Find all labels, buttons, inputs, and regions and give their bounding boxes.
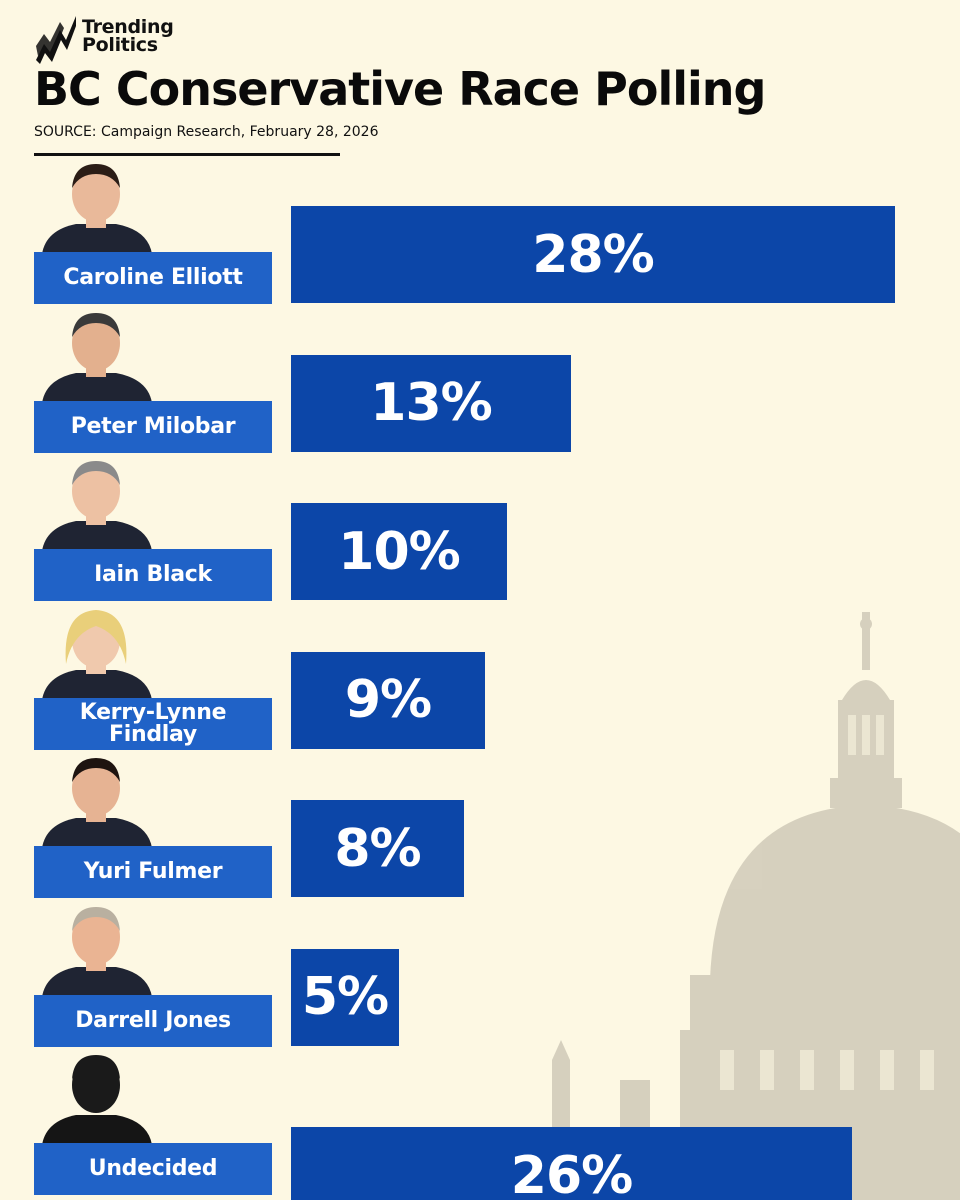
candidate-name-label: Peter Milobar	[34, 400, 272, 453]
bar-value-label: 5%	[301, 967, 389, 1027]
candidate-avatar	[42, 906, 152, 997]
candidate-name-label: Kerry-Lynne Findlay	[34, 697, 272, 750]
trending-chart-icon	[36, 16, 76, 64]
bar: 10%	[291, 503, 507, 600]
chart-row: Darrell Jones 5%	[0, 901, 960, 1051]
bar-value-label: 10%	[338, 521, 460, 582]
chart-row: Kerry-Lynne Findlay 9%	[0, 604, 960, 754]
bar-value-label: 26%	[510, 1145, 633, 1200]
candidate-name-label: Undecided	[34, 1143, 272, 1195]
bar-value-label: 9%	[344, 670, 432, 730]
header-divider	[34, 153, 340, 156]
page-title: BC Conservative Race Polling	[34, 62, 766, 116]
chart-row: Iain Black 10%	[0, 455, 960, 605]
candidate-avatar	[42, 461, 152, 551]
chart-row: Peter Milobar 13%	[0, 307, 960, 457]
bar-value-label: 28%	[532, 224, 654, 285]
candidate-name-label: Darrell Jones	[34, 994, 272, 1047]
candidate-avatar	[42, 312, 152, 403]
bar: 26%	[291, 1127, 852, 1200]
chart-row: Yuri Fulmer 8%	[0, 752, 960, 902]
bar-value-label: 8%	[334, 818, 421, 879]
chart-row: Undecided 26%	[0, 1049, 960, 1200]
brand-name: Trending Politics	[82, 16, 174, 56]
bar: 8%	[291, 800, 464, 897]
candidate-name-label: Iain Black	[34, 549, 272, 601]
candidate-avatar	[42, 164, 152, 254]
source-note: SOURCE: Campaign Research, February 28, …	[34, 124, 379, 140]
bar: 28%	[291, 206, 895, 303]
brand-line-2: Politics	[82, 34, 158, 56]
silhouette-avatar	[42, 1055, 152, 1145]
bar: 9%	[291, 651, 485, 749]
brand-line-1: Trending	[82, 16, 174, 38]
bar-value-label: 13%	[370, 373, 492, 433]
candidate-name-label: Caroline Elliott	[34, 252, 272, 304]
candidate-avatar	[42, 758, 152, 848]
chart-row: Caroline Elliott 28%	[0, 158, 960, 308]
bar: 5%	[291, 948, 399, 1046]
candidate-name-label: Yuri Fulmer	[34, 846, 272, 898]
candidate-avatar	[42, 609, 152, 700]
bar: 13%	[291, 354, 571, 452]
